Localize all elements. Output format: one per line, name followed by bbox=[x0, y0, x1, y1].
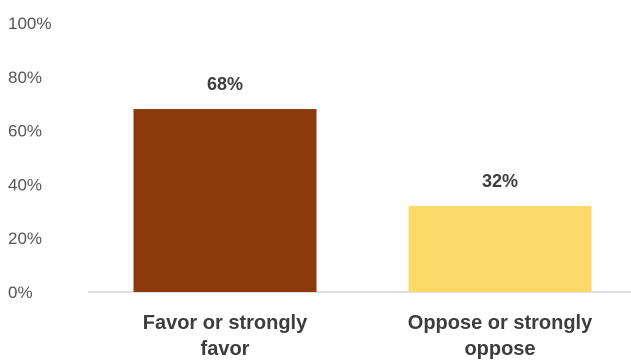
y-axis: 0% 20% 40% 60% 80% 100% bbox=[8, 14, 51, 302]
y-tick-label-20: 20% bbox=[8, 229, 42, 248]
data-labels: 68% 32% bbox=[207, 74, 518, 191]
y-tick-label-80: 80% bbox=[8, 68, 42, 87]
data-label-oppose: 32% bbox=[482, 171, 518, 191]
x-axis: Favor or strongly favor Oppose or strongly… bbox=[143, 312, 593, 360]
x-category-label-oppose-line-1: Oppose or strongly bbox=[408, 312, 593, 334]
y-tick-label-0: 0% bbox=[8, 283, 33, 302]
x-category-label-favor-line-1: Favor or strongly bbox=[143, 312, 308, 334]
x-category-label-oppose-line-2: oppose bbox=[464, 338, 535, 360]
bar-favor bbox=[133, 109, 317, 292]
bars bbox=[133, 109, 592, 292]
y-tick-label-40: 40% bbox=[8, 175, 42, 194]
y-tick-label-100: 100% bbox=[8, 14, 51, 33]
bar-oppose bbox=[408, 205, 592, 292]
data-label-favor: 68% bbox=[207, 74, 243, 94]
x-category-label-favor-line-2: favor bbox=[201, 338, 250, 360]
y-tick-label-60: 60% bbox=[8, 122, 42, 141]
